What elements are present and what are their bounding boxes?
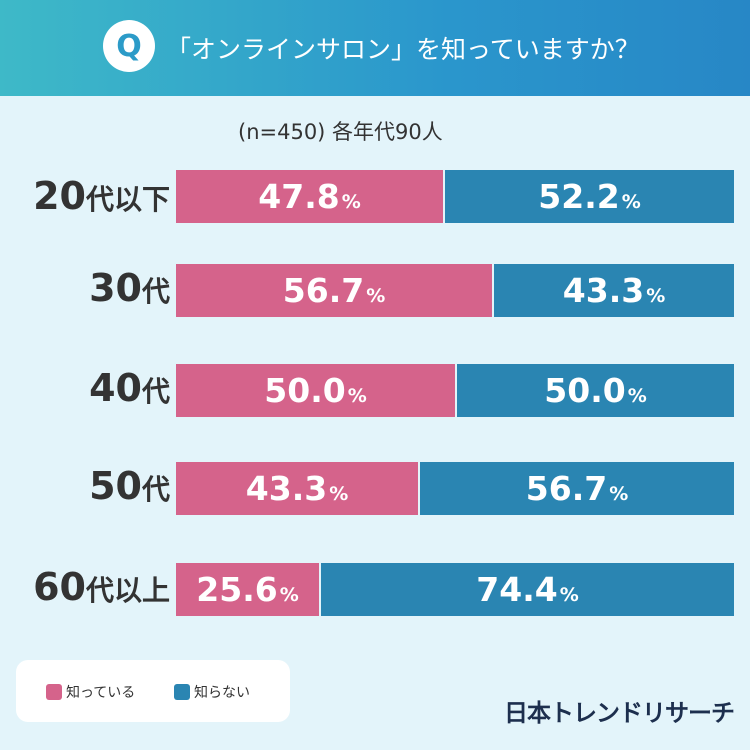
bar-row: 43.3% 56.7% xyxy=(176,462,734,515)
data-label-unit: % xyxy=(347,384,367,407)
header-banner: Q 「オンラインサロン」を知っていますか？ xyxy=(0,0,750,96)
data-label: 43.3 xyxy=(245,469,328,508)
category-label-suffix: 代 xyxy=(141,275,170,308)
bar-segment-know: 50.0% xyxy=(176,364,455,417)
legend-label-know: 知っている xyxy=(66,685,136,701)
category-label-suffix: 代以上 xyxy=(85,574,170,607)
category-label-number: 40 xyxy=(89,366,142,410)
data-label-unit: % xyxy=(329,482,349,505)
category-label: 50代 xyxy=(0,464,170,508)
bar-segment-dont-know: 52.2% xyxy=(445,170,734,223)
legend-item-know: 知っている xyxy=(46,682,135,702)
data-label: 56.7 xyxy=(282,271,365,310)
category-label-suffix: 代 xyxy=(141,375,170,408)
category-label-suffix: 代 xyxy=(141,473,170,506)
data-label-unit: % xyxy=(609,482,629,505)
data-label: 56.7 xyxy=(525,469,608,508)
data-label-unit: % xyxy=(366,284,386,307)
data-label-unit: % xyxy=(646,284,666,307)
category-label-number: 20 xyxy=(33,174,86,218)
bar-segment-dont-know: 43.3% xyxy=(494,264,734,317)
legend-swatch-know xyxy=(46,684,62,700)
data-label: 74.4 xyxy=(476,570,558,609)
category-label: 40代 xyxy=(0,366,170,410)
bar-segment-know: 47.8% xyxy=(176,170,443,223)
bar-row: 47.8% 52.2% xyxy=(176,170,734,223)
legend-label-dont-know: 知らない xyxy=(194,685,250,701)
data-label-unit: % xyxy=(559,583,579,606)
data-label-unit: % xyxy=(627,384,647,407)
category-label-number: 50 xyxy=(89,464,142,508)
bar-segment-know: 43.3% xyxy=(176,462,418,515)
bar-segment-dont-know: 50.0% xyxy=(457,364,734,417)
bar-segment-know: 56.7% xyxy=(176,264,492,317)
category-label: 20代以下 xyxy=(0,174,170,218)
bar-row: 25.6% 74.4% xyxy=(176,563,734,616)
legend-item-dont-know: 知らない xyxy=(174,682,250,702)
data-label: 50.0 xyxy=(264,371,346,410)
legend-swatch-dont-know xyxy=(174,684,190,700)
bar-row: 56.7% 43.3% xyxy=(176,264,734,317)
data-label: 43.3 xyxy=(562,271,645,310)
bar-segment-dont-know: 56.7% xyxy=(420,462,734,515)
data-label-unit: % xyxy=(621,190,641,213)
data-label: 47.8 xyxy=(258,177,340,216)
data-label: 25.6 xyxy=(196,570,278,609)
category-label-number: 30 xyxy=(89,266,142,310)
data-label: 50.0 xyxy=(544,371,626,410)
category-label-number: 60 xyxy=(33,565,86,609)
bar-row: 50.0% 50.0% xyxy=(176,364,734,417)
brand-logo: 日本トレンドリサーチ xyxy=(504,699,735,727)
sample-size-note: (n=450) 各年代90人 xyxy=(238,120,443,144)
category-label: 30代 xyxy=(0,266,170,310)
data-label-unit: % xyxy=(341,190,361,213)
question-badge: Q xyxy=(103,20,155,72)
question-title: 「オンラインサロン」を知っていますか？ xyxy=(166,35,640,64)
legend: 知っている 知らない xyxy=(16,660,290,722)
data-label: 52.2 xyxy=(538,177,620,216)
category-label-suffix: 代以下 xyxy=(85,183,170,216)
bar-segment-dont-know: 74.4% xyxy=(321,563,734,616)
category-label: 60代以上 xyxy=(0,565,170,609)
data-label-unit: % xyxy=(279,583,299,606)
bar-segment-know: 25.6% xyxy=(176,563,319,616)
